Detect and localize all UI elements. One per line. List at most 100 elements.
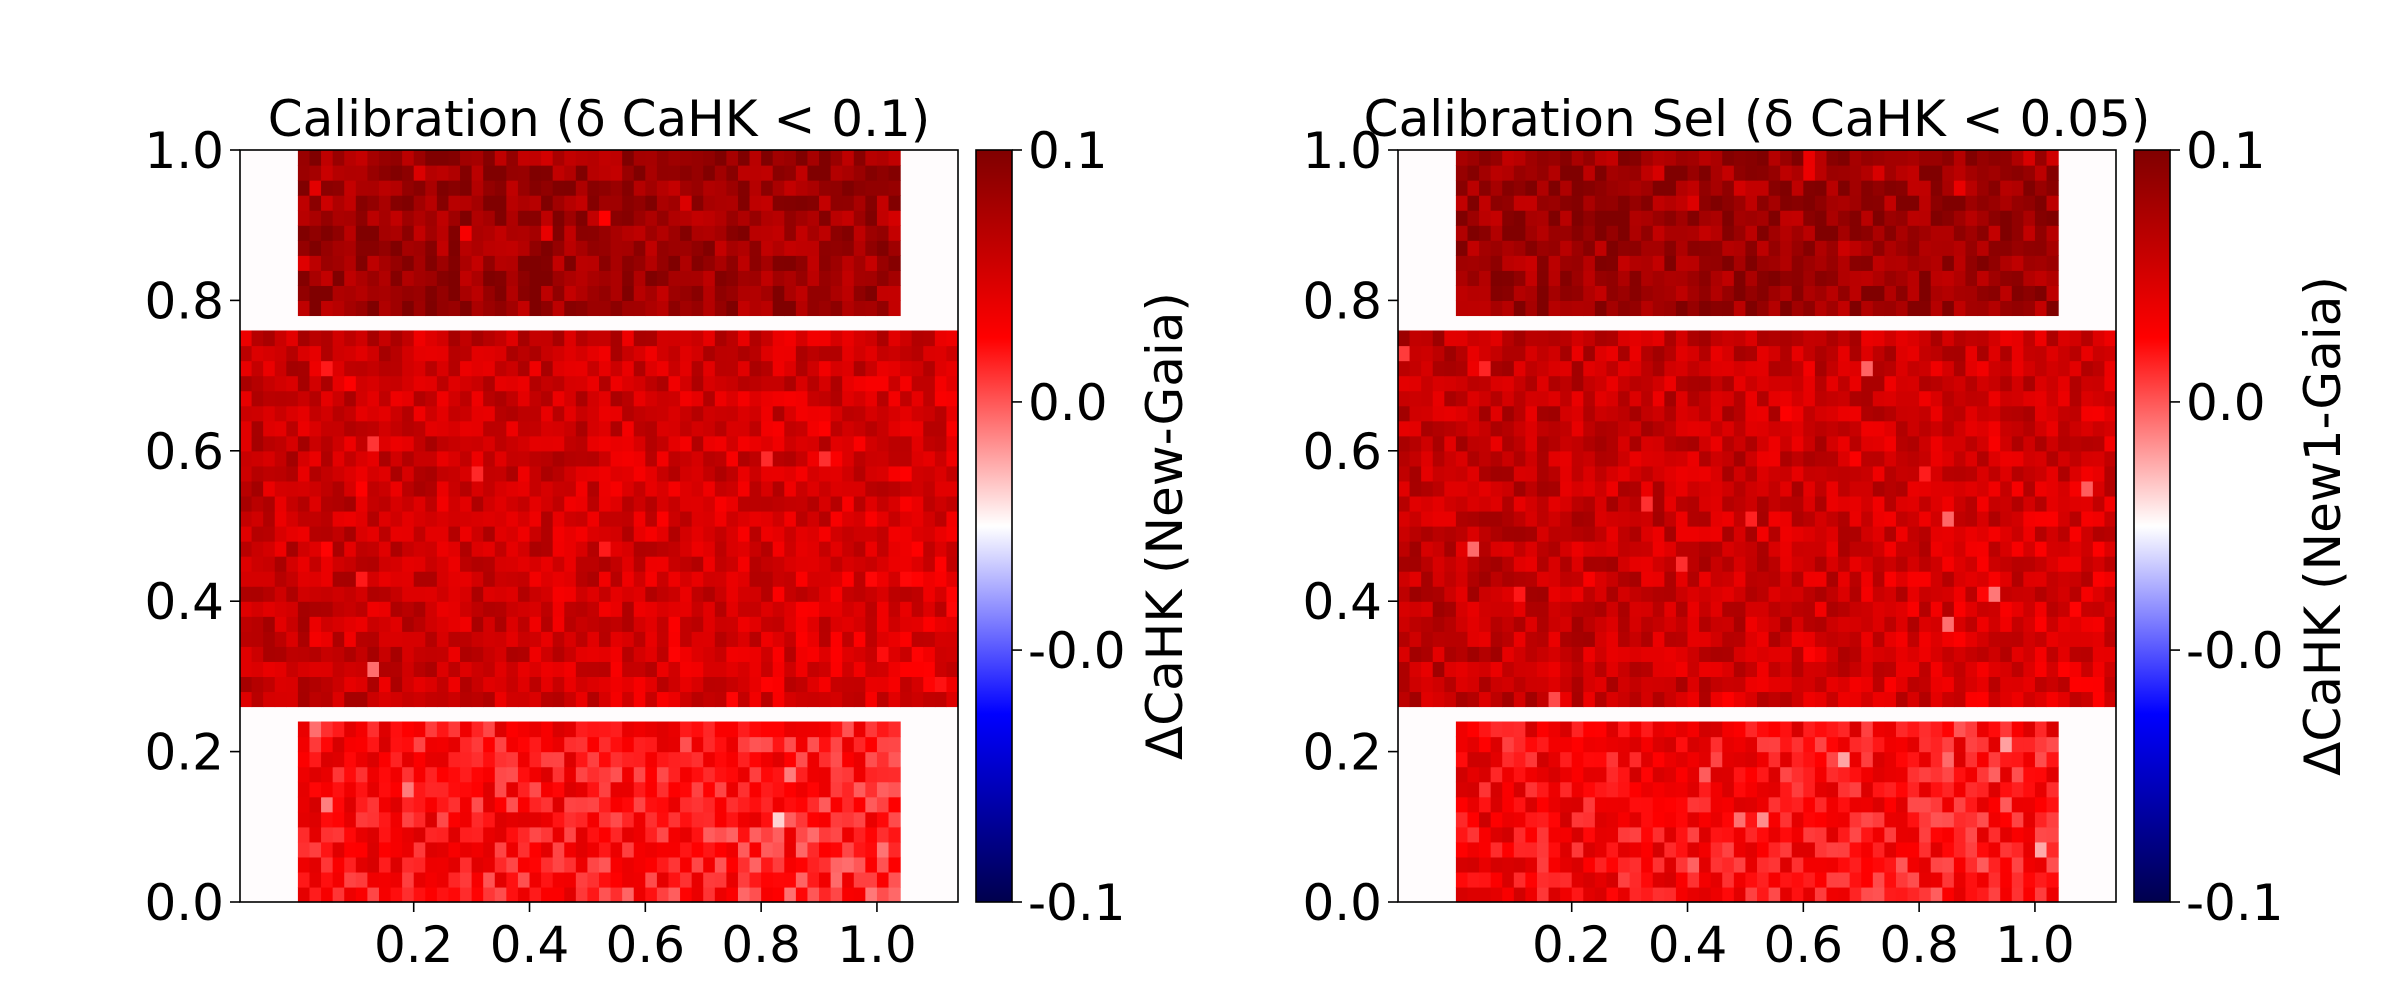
heatmap-cell [332, 345, 345, 362]
heatmap-cell [517, 766, 531, 783]
heatmap-cell [1814, 150, 1828, 166]
heatmap-cell [1479, 556, 1492, 572]
heatmap-cell [1409, 375, 1422, 392]
heatmap-cell [332, 360, 345, 377]
heatmap-cell [263, 480, 276, 497]
heatmap-cell [564, 240, 577, 256]
heatmap-cell [1930, 345, 1943, 362]
heatmap-cell [830, 180, 843, 196]
heatmap-cell [1710, 270, 1723, 286]
heatmap-cell [344, 180, 357, 196]
heatmap-cell [1849, 631, 1862, 647]
heatmap-cell [610, 195, 623, 211]
heatmap-cell [865, 510, 878, 527]
heatmap-cell [1965, 480, 1978, 497]
heatmap-cell [1571, 526, 1584, 542]
heatmap-cell [1942, 165, 1955, 181]
heatmap-cell [795, 811, 809, 828]
heatmap-cell [425, 811, 438, 828]
heatmap-cell [819, 420, 832, 437]
heatmap-cell [1675, 255, 1689, 271]
heatmap-cell [263, 510, 276, 527]
heatmap-cell [842, 405, 855, 422]
heatmap-cell [1895, 871, 1909, 888]
heatmap-cell [784, 856, 797, 873]
heatmap-cell [517, 180, 531, 196]
heatmap-cell [2104, 601, 2117, 617]
heatmap-cell [587, 375, 600, 392]
heatmap-cell [1571, 360, 1584, 377]
heatmap-cell [529, 541, 542, 557]
heatmap-cell [1872, 526, 1885, 542]
heatmap-cell [703, 330, 716, 347]
heatmap-cell [1525, 676, 1538, 693]
heatmap-cell [506, 495, 519, 512]
heatmap-cell [436, 345, 450, 362]
heatmap-cell [1421, 661, 1434, 677]
heatmap-cell [876, 195, 890, 211]
heatmap-cell [483, 165, 496, 181]
heatmap-cell [1953, 646, 1967, 662]
heatmap-cell [1664, 616, 1677, 632]
heatmap-cell [1398, 571, 1411, 587]
heatmap-cell [2000, 210, 2013, 226]
heatmap-cell [1675, 556, 1689, 572]
heatmap-cell [517, 330, 531, 347]
heatmap-cell [1652, 510, 1665, 527]
heatmap-cell [575, 390, 589, 407]
heatmap-cell [876, 180, 890, 196]
heatmap-cell [321, 871, 334, 888]
heatmap-cell [1548, 435, 1561, 452]
heatmap-cell [749, 150, 762, 166]
heatmap-cell [934, 691, 948, 708]
heatmap-cell [286, 435, 299, 452]
heatmap-cell [471, 811, 484, 828]
heatmap-cell [1629, 510, 1642, 527]
heatmap-cell [552, 285, 565, 301]
heatmap-cell [1571, 180, 1584, 196]
heatmap-cell [1548, 420, 1561, 437]
heatmap-cell [1895, 631, 1909, 647]
heatmap-cell [1421, 420, 1434, 437]
heatmap-cell [1652, 871, 1665, 888]
heatmap-cell [344, 766, 357, 783]
heatmap-cell [1618, 526, 1631, 542]
heatmap-cell [795, 375, 809, 392]
heatmap-cell [1421, 541, 1434, 557]
heatmap-cell [483, 495, 496, 512]
heatmap-cell [471, 195, 484, 211]
heatmap-cell [865, 541, 878, 557]
heatmap-cell [1560, 285, 1573, 301]
heatmap-cell [1675, 405, 1689, 422]
heatmap-cell [390, 661, 403, 677]
heatmap-cell [390, 405, 403, 422]
heatmap-cell [749, 480, 762, 497]
heatmap-cell [494, 150, 507, 166]
heatmap-cell [1571, 661, 1584, 677]
heatmap-cell [1942, 886, 1955, 903]
heatmap-cell [1849, 345, 1862, 362]
heatmap-cell [494, 495, 507, 512]
heatmap-cell [599, 480, 612, 497]
heatmap-cell [737, 300, 751, 317]
heatmap-cell [575, 736, 589, 753]
heatmap-cell [749, 841, 762, 858]
heatmap-cell [1664, 375, 1677, 392]
heatmap-cell [1826, 541, 1839, 557]
heatmap-cell [471, 300, 484, 317]
heatmap-cell [309, 646, 322, 662]
heatmap-cell [448, 811, 461, 828]
heatmap-cell [1884, 631, 1897, 647]
heatmap-cell [691, 420, 704, 437]
heatmap-cell [1699, 676, 1712, 693]
heatmap-cell [2058, 510, 2071, 527]
heatmap-cell [761, 180, 774, 196]
heatmap-cell [876, 781, 890, 798]
heatmap-cell [483, 751, 496, 768]
heatmap-cell [1444, 661, 1457, 677]
heatmap-cell [274, 601, 287, 617]
heatmap-cell [378, 270, 392, 286]
heatmap-cell [1745, 526, 1758, 542]
heatmap-cell [2011, 886, 2024, 903]
heatmap-cell [691, 210, 704, 226]
